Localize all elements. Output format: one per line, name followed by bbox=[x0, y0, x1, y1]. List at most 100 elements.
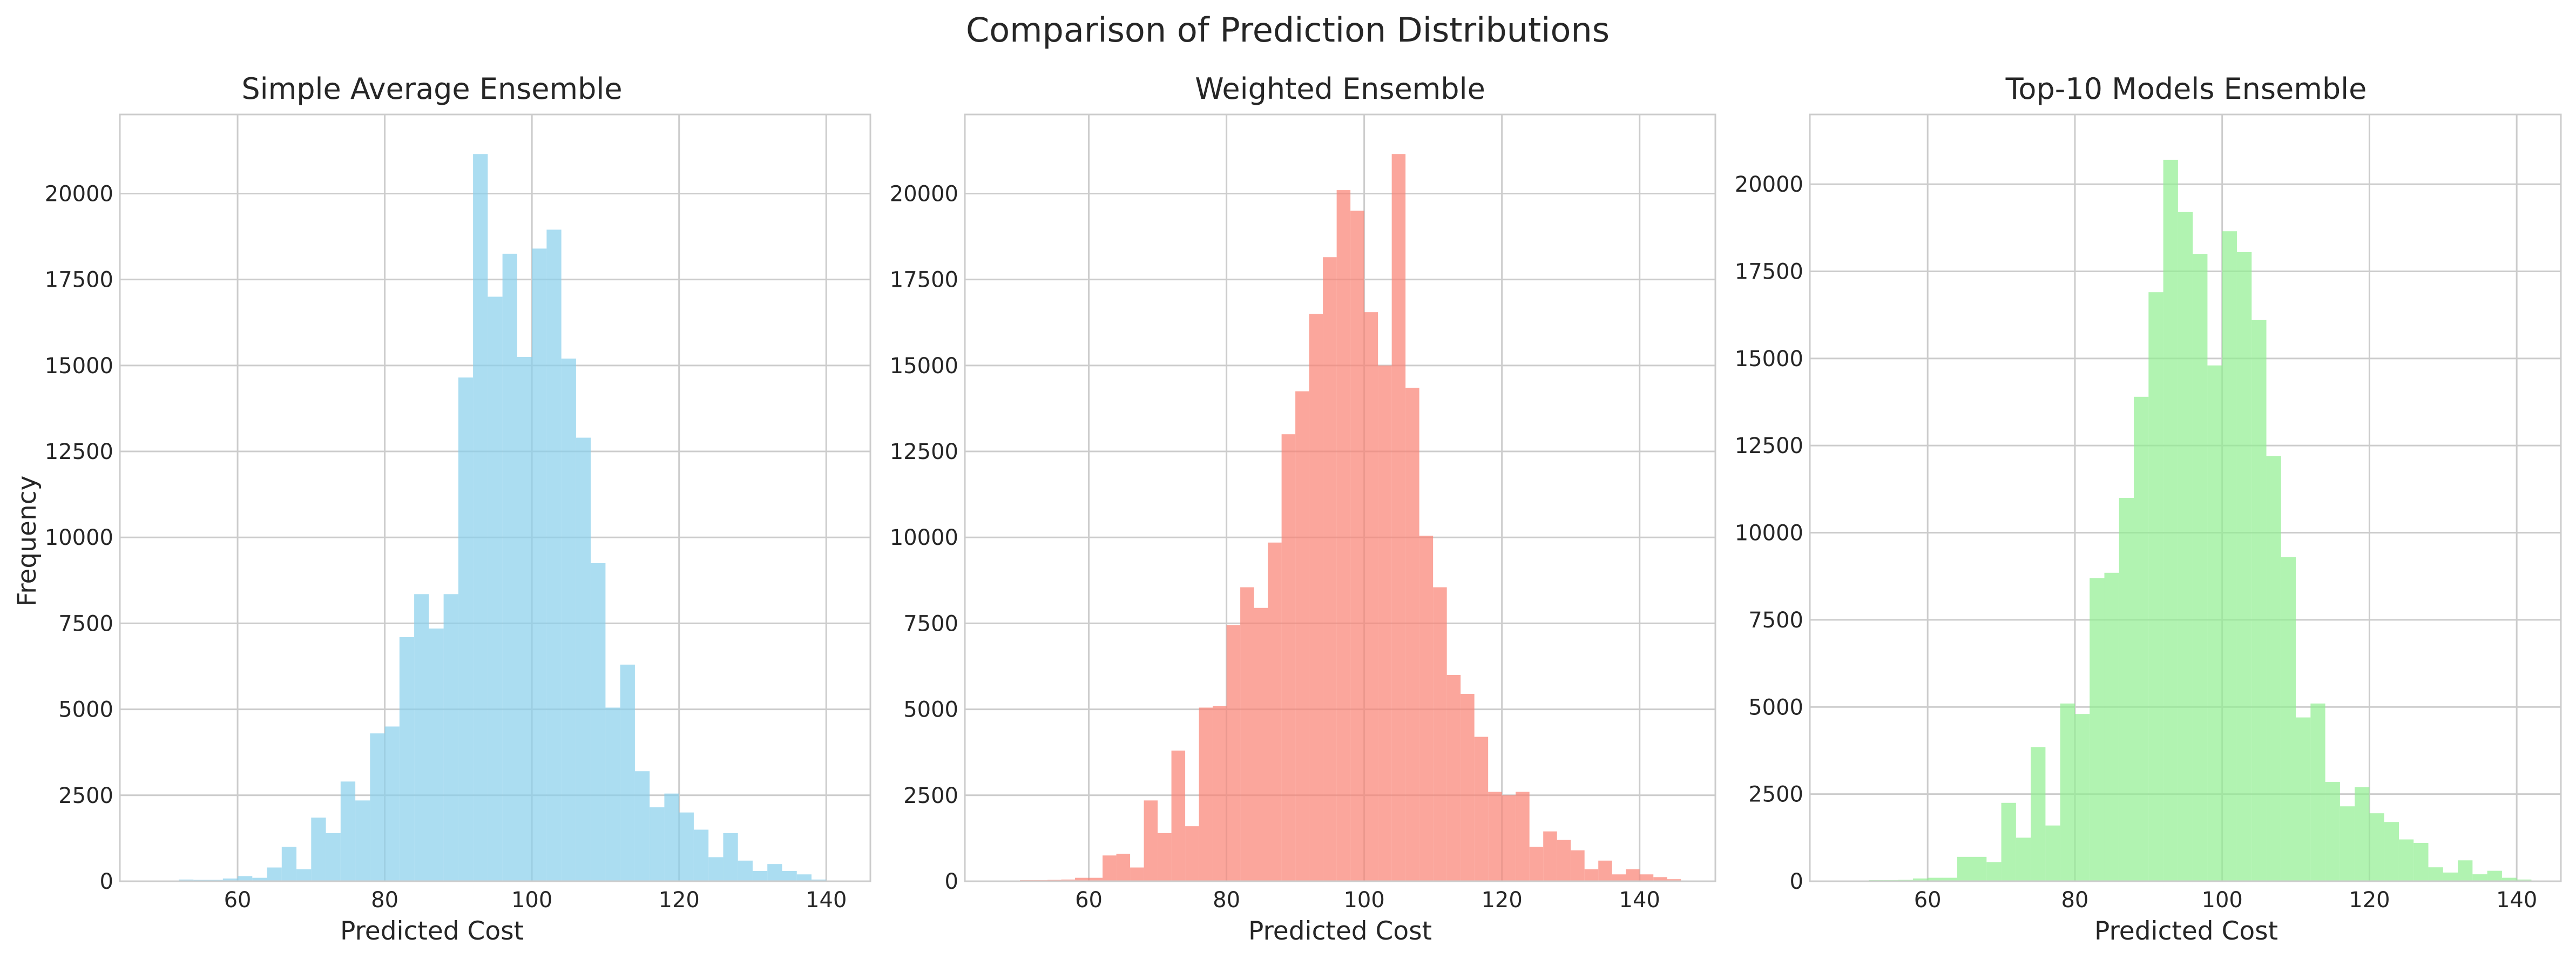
histogram-bar bbox=[2236, 252, 2252, 881]
histogram-bar bbox=[1972, 856, 1987, 881]
histogram-bar bbox=[1529, 847, 1544, 881]
histogram-bar bbox=[1088, 877, 1103, 881]
histogram-bar bbox=[1461, 693, 1475, 881]
histogram-bar bbox=[1957, 856, 1972, 881]
y-tick-label: 20000 bbox=[890, 181, 958, 206]
histogram-bar bbox=[473, 154, 488, 881]
histogram-bar bbox=[2090, 578, 2105, 881]
histogram-bar bbox=[355, 800, 370, 881]
figure-title: Comparison of Prediction Distributions bbox=[966, 10, 1610, 50]
histogram-bar bbox=[2178, 212, 2193, 881]
histogram-bar bbox=[1103, 855, 1117, 881]
histogram-bar bbox=[2296, 717, 2311, 881]
histogram-bar bbox=[1419, 536, 1434, 881]
histogram-bar bbox=[2266, 456, 2281, 881]
histogram-bar bbox=[2369, 813, 2384, 881]
histogram-bar bbox=[384, 726, 400, 881]
histogram-bar bbox=[1598, 860, 1612, 881]
histogram-bar bbox=[1199, 707, 1213, 881]
histogram-bar bbox=[458, 377, 474, 881]
histogram-bar bbox=[679, 812, 694, 881]
y-tick-label: 2500 bbox=[1748, 782, 1803, 807]
histogram-bar bbox=[2310, 703, 2325, 881]
bars bbox=[1869, 159, 2532, 882]
histogram-bar bbox=[2119, 498, 2134, 881]
panel-top-10-models-ensemble: Top-10 Models Ensemble Predicted Cost 60… bbox=[1735, 72, 2562, 946]
histogram-bar bbox=[532, 248, 547, 881]
y-tick-label: 7500 bbox=[1748, 608, 1803, 633]
histogram-bar bbox=[326, 833, 341, 881]
y-tick-label: 17500 bbox=[45, 268, 113, 293]
y-tick-label: 12500 bbox=[45, 440, 113, 464]
y-tick-label: 2500 bbox=[903, 784, 958, 808]
histogram-bar bbox=[311, 818, 326, 881]
x-tick-label: 80 bbox=[2061, 888, 2088, 913]
histogram-bar bbox=[2413, 843, 2429, 881]
histogram-bar bbox=[2355, 787, 2370, 881]
histogram-bar bbox=[1075, 877, 1089, 881]
histogram-bar bbox=[1323, 257, 1337, 881]
histogram-bar bbox=[2340, 806, 2355, 881]
axes-frame bbox=[964, 113, 1716, 882]
histogram-bar bbox=[179, 879, 194, 881]
panel-title: Simple Average Ensemble bbox=[241, 72, 622, 106]
y-tick-label: 15000 bbox=[1735, 347, 1803, 372]
histogram-bar bbox=[1986, 862, 2002, 881]
x-tick-label: 60 bbox=[1914, 888, 1942, 913]
histogram-bar bbox=[796, 874, 812, 881]
histogram-bar bbox=[2163, 159, 2178, 882]
histogram-bar bbox=[1336, 190, 1351, 881]
histogram-bar bbox=[267, 867, 282, 881]
x-tick-label: 80 bbox=[1213, 888, 1240, 913]
histogram-bar bbox=[429, 628, 444, 881]
histogram-bar bbox=[1571, 850, 1585, 881]
histogram-bar bbox=[2207, 365, 2222, 881]
y-tick-label: 12500 bbox=[1735, 434, 1803, 458]
histogram-bar bbox=[2193, 254, 2208, 881]
histogram-bar bbox=[1309, 314, 1323, 881]
histogram-bar bbox=[2443, 872, 2458, 881]
histogram-bar bbox=[591, 563, 606, 881]
y-axis-label: Frequency bbox=[12, 476, 42, 607]
histogram-bar bbox=[1391, 154, 1406, 881]
histogram-bar bbox=[1130, 867, 1144, 881]
panel-title: Top-10 Models Ensemble bbox=[2005, 72, 2367, 106]
y-tick-label: 15000 bbox=[45, 354, 113, 379]
y-tick-label: 2500 bbox=[58, 784, 113, 808]
histogram-bar bbox=[782, 870, 797, 881]
histogram-bar bbox=[1433, 587, 1447, 881]
y-tick-label: 10000 bbox=[45, 525, 113, 550]
histogram-bar bbox=[1928, 877, 1943, 881]
x-tick-label: 140 bbox=[806, 888, 847, 913]
histogram-bar bbox=[1350, 211, 1364, 882]
x-tick-label: 60 bbox=[1075, 888, 1103, 913]
histogram-bar bbox=[414, 594, 429, 881]
histogram-bar bbox=[1488, 792, 1502, 881]
histogram-bar bbox=[2222, 231, 2237, 881]
histogram-bar bbox=[2134, 396, 2149, 881]
histogram-bar bbox=[708, 857, 724, 881]
histogram-bar bbox=[1158, 833, 1172, 881]
histogram-bar bbox=[561, 359, 576, 881]
histogram-bar bbox=[2398, 839, 2414, 881]
histogram-bar bbox=[296, 869, 312, 881]
y-tick-label: 17500 bbox=[890, 268, 958, 293]
histogram-bar bbox=[1557, 840, 1571, 881]
histogram-bar bbox=[1240, 587, 1254, 881]
x-tick-label: 120 bbox=[1481, 888, 1522, 913]
histogram-bar bbox=[723, 833, 738, 881]
histogram-bar bbox=[1639, 874, 1654, 881]
histogram-bar bbox=[605, 707, 620, 881]
histogram-bar bbox=[2001, 802, 2016, 881]
histogram-bar bbox=[1626, 869, 1640, 881]
y-tick-label: 20000 bbox=[45, 181, 113, 206]
histogram-bar bbox=[752, 870, 768, 881]
histogram-bar bbox=[1942, 877, 1957, 881]
histogram-bar bbox=[634, 771, 650, 881]
histogram-bar bbox=[1584, 869, 1599, 881]
histogram-bar bbox=[1667, 879, 1681, 881]
axes-frame bbox=[119, 113, 871, 882]
histogram-bar bbox=[2428, 867, 2443, 881]
x-tick-label: 100 bbox=[1343, 888, 1384, 913]
histogram-bar bbox=[1281, 434, 1296, 881]
